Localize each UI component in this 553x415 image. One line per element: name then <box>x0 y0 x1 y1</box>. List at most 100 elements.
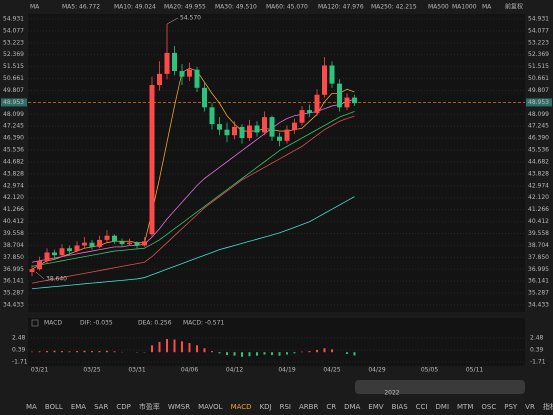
y-tick-label: 41.266 <box>528 206 549 213</box>
legend-item: MA60: 45.070 <box>266 4 308 11</box>
candle-body <box>134 242 140 246</box>
candle-body <box>179 71 185 77</box>
y-tick-label: 35.287 <box>3 290 24 297</box>
y-tick-label: 37.850 <box>3 254 24 261</box>
candle-body <box>292 122 297 130</box>
candle-body <box>239 126 245 139</box>
y-tick-label: 53.223 <box>528 39 549 46</box>
toolbar-item[interactable]: MA <box>26 402 37 411</box>
candle-body <box>284 129 290 141</box>
candle-body <box>67 248 72 252</box>
toolbar-item[interactable]: PSY <box>504 402 518 411</box>
y-tick-label: 51.515 <box>3 63 24 70</box>
y-tick-label: 44.682 <box>528 159 549 166</box>
toolbar-item[interactable]: EMV <box>368 402 384 411</box>
toolbar-item[interactable]: 指标管理 <box>542 402 553 411</box>
y-tick-label: 54.077 <box>3 27 24 34</box>
toolbar-item[interactable]: DMA <box>344 402 361 411</box>
y-tick-label: 35.287 <box>528 290 549 297</box>
y-tick-label: 44.682 <box>3 159 24 166</box>
candle-body <box>142 241 147 246</box>
x-tick-label: 05/05 <box>421 367 438 374</box>
toolbar-item[interactable]: 市盈率 <box>138 402 160 411</box>
scrollbar[interactable] <box>355 380 525 394</box>
macd-label: DIF: -0.035 <box>80 320 113 327</box>
toolbar-item[interactable]: VR <box>525 402 535 411</box>
toolbar-item[interactable]: MTM <box>457 402 474 411</box>
y-tick-label: 54.931 <box>528 16 549 23</box>
toolbar-item[interactable]: BOLL <box>44 402 63 411</box>
macd-label: DEA: 0.256 <box>138 320 172 327</box>
candle-body <box>82 242 87 246</box>
toolbar-item[interactable]: OSC <box>481 402 497 411</box>
x-tick-label: 03/25 <box>83 367 100 374</box>
y-tick-label: 45.536 <box>528 147 549 154</box>
y-tick-label: 53.223 <box>3 39 24 46</box>
y-tick-label: 50.661 <box>528 75 549 82</box>
y-tick-label: 42.120 <box>528 194 549 201</box>
y-tick-label: -1.71 <box>530 359 546 366</box>
y-tick-label: 48.953 <box>528 99 549 106</box>
x-tick-label: 04/29 <box>368 367 385 374</box>
candle-body <box>52 252 57 256</box>
candle-body <box>307 110 312 113</box>
y-tick-label: 45.536 <box>3 147 24 154</box>
toolbar-item[interactable]: CR <box>326 402 337 411</box>
legend-item: MA <box>30 4 40 11</box>
y-tick-label: 42.974 <box>3 182 24 189</box>
candle-body <box>187 69 192 77</box>
y-tick-label: 43.828 <box>528 170 549 177</box>
y-tick-label: 52.369 <box>528 51 549 58</box>
y-tick-label: 47.245 <box>528 123 549 130</box>
toolbar-item[interactable]: SAR <box>94 402 109 411</box>
toolbar-item[interactable]: ARBR <box>298 402 319 411</box>
y-tick-label: 40.412 <box>528 218 549 225</box>
x-tick-label: 04/06 <box>181 367 198 374</box>
y-tick-label: 41.266 <box>3 206 24 213</box>
candle-body <box>172 52 177 72</box>
y-tick-label: 54.077 <box>528 27 549 34</box>
x-tick-label: 04/19 <box>278 367 295 374</box>
candle-body <box>119 241 125 245</box>
toolbar-item[interactable]: EMA <box>70 402 87 411</box>
legend-item: MA30: 49.510 <box>215 4 257 11</box>
candle-body <box>202 87 207 108</box>
toolbar-item[interactable]: RSI <box>279 402 291 411</box>
toolbar-item[interactable]: KDJ <box>259 402 272 411</box>
legend-item: MA250: 42.215 <box>371 4 417 11</box>
y-tick-label: 49.807 <box>3 87 24 94</box>
candle-body <box>59 248 65 256</box>
candle-body <box>277 136 282 141</box>
toolbar-item[interactable]: DMI <box>435 402 450 411</box>
candle-body <box>89 242 95 247</box>
toolbar-item[interactable]: CDP <box>116 402 131 411</box>
candle-body <box>112 235 117 242</box>
toolbar-item[interactable]: WMSR <box>167 402 191 411</box>
y-tick-label: 36.141 <box>3 278 24 285</box>
y-tick-label: 48.953 <box>3 99 24 106</box>
ma-line <box>31 67 355 270</box>
toolbar-item[interactable]: MACD <box>230 402 252 411</box>
toolbar-item[interactable]: BIAS <box>391 402 408 411</box>
y-tick-label: 2.48 <box>530 335 544 342</box>
candle-body <box>29 269 35 272</box>
ma-line <box>31 115 355 284</box>
year-label: 2022 <box>384 390 399 397</box>
ma-line <box>31 111 355 267</box>
toolbar-item[interactable]: MAVOL <box>198 402 223 411</box>
candle-body <box>232 126 237 136</box>
legend-item: MA1000 <box>452 4 477 11</box>
price-box <box>526 98 552 107</box>
candle-body <box>74 245 80 252</box>
legend-item: 前复权 <box>505 3 523 11</box>
toolbar-item[interactable]: CCI <box>415 402 428 411</box>
y-tick-label: 46.390 <box>528 135 549 142</box>
y-tick-label: 0.39 <box>12 346 26 353</box>
legend-item: MA <box>482 4 492 11</box>
x-tick-label: 04/25 <box>323 367 340 374</box>
y-tick-label: 46.390 <box>3 135 24 142</box>
y-tick-label: 47.245 <box>3 123 24 130</box>
y-tick-label: 42.974 <box>528 182 549 189</box>
candle-body <box>262 117 267 133</box>
